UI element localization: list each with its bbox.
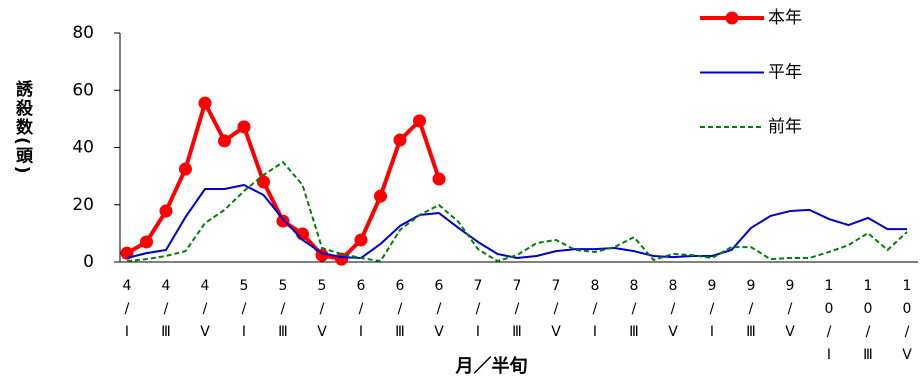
data-point — [432, 172, 446, 186]
data-point — [237, 120, 251, 134]
x-tick-label: 7/Ⅲ — [509, 278, 525, 347]
series-line — [126, 183, 907, 259]
data-point — [140, 235, 153, 249]
x-tick-label: 10/Ⅴ — [899, 278, 915, 370]
x-tick-label: 4/Ⅰ — [119, 278, 135, 347]
legend-label: 本年 — [768, 8, 802, 28]
y-tick-label: 80 — [72, 23, 94, 43]
x-tick-label: 9/Ⅲ — [743, 278, 759, 347]
y-axis-title: 誘殺数(頭) — [12, 80, 32, 176]
x-tick-label: 10/Ⅰ — [821, 278, 837, 370]
y-tick-label: 0 — [83, 252, 94, 272]
x-tick-label: 8/Ⅴ — [665, 278, 681, 347]
data-point — [218, 134, 231, 148]
legend-label: 平年 — [768, 63, 802, 83]
x-tick-label: 5/Ⅲ — [275, 278, 291, 347]
x-tick-label: 10/Ⅲ — [860, 278, 876, 370]
data-point — [179, 162, 192, 176]
x-tick-label: 4/Ⅲ — [158, 278, 174, 347]
x-tick-label: 6/Ⅴ — [431, 278, 447, 347]
y-tick-label: 60 — [72, 80, 94, 100]
x-tick-label: 5/Ⅰ — [236, 278, 252, 347]
data-point — [159, 204, 173, 218]
x-tick-label: 6/Ⅲ — [392, 278, 408, 347]
x-tick-label: 9/Ⅰ — [704, 278, 720, 347]
data-point — [413, 114, 426, 128]
data-point — [374, 189, 387, 203]
x-tick-label: 9/Ⅴ — [782, 278, 798, 347]
x-tick-label: 7/Ⅰ — [470, 278, 486, 347]
data-point — [257, 175, 270, 189]
x-tick-label: 4/Ⅴ — [197, 278, 213, 347]
x-tick-label: 5/Ⅴ — [314, 278, 330, 347]
x-tick-label: 8/Ⅰ — [587, 278, 603, 347]
data-point — [198, 96, 212, 110]
legend-marker — [725, 11, 739, 25]
data-point — [276, 214, 290, 228]
y-tick-label: 20 — [72, 195, 94, 215]
series-line — [126, 161, 908, 263]
x-axis-title: 月／半旬 — [455, 356, 528, 377]
x-tick-label: 8/Ⅲ — [626, 278, 642, 347]
y-tick-label: 40 — [72, 138, 94, 158]
x-tick-label: 7/Ⅴ — [548, 278, 564, 347]
legend-label: 前年 — [768, 117, 802, 137]
data-point — [393, 133, 407, 147]
x-tick-label: 6/Ⅰ — [353, 278, 369, 347]
data-point — [354, 233, 368, 247]
